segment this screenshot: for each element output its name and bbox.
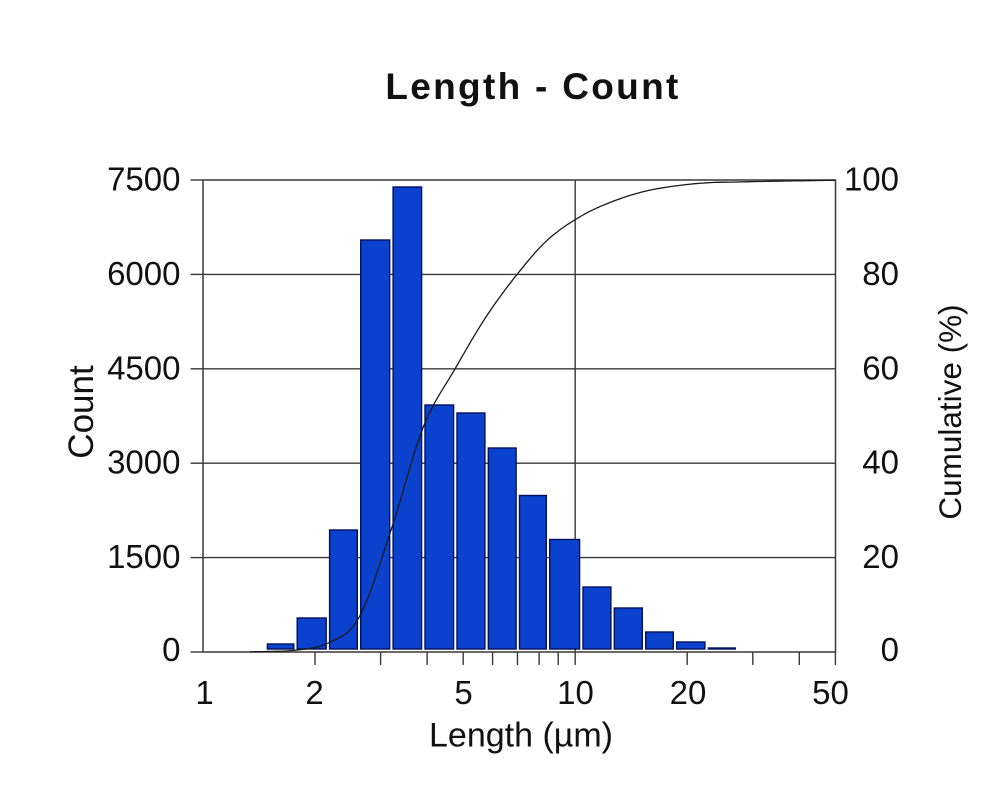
svg-text:2: 2 xyxy=(305,674,323,711)
svg-text:Length - Count: Length - Count xyxy=(385,66,680,107)
svg-text:0: 0 xyxy=(162,631,180,668)
svg-text:80: 80 xyxy=(862,255,899,292)
svg-text:Cumulative (%): Cumulative (%) xyxy=(932,304,968,519)
svg-text:40: 40 xyxy=(862,444,899,481)
svg-text:Count: Count xyxy=(62,365,101,459)
svg-text:4500: 4500 xyxy=(107,349,180,386)
svg-text:10: 10 xyxy=(557,674,594,711)
svg-text:Length (µm): Length (µm) xyxy=(429,717,613,755)
svg-text:1500: 1500 xyxy=(107,538,180,575)
svg-text:20: 20 xyxy=(862,538,899,575)
svg-text:0: 0 xyxy=(881,631,899,668)
svg-text:100: 100 xyxy=(844,161,899,198)
svg-text:3000: 3000 xyxy=(107,444,180,481)
svg-text:1: 1 xyxy=(195,674,213,711)
svg-text:50: 50 xyxy=(812,674,849,711)
svg-text:7500: 7500 xyxy=(107,161,180,198)
svg-text:5: 5 xyxy=(454,674,472,711)
svg-text:6000: 6000 xyxy=(107,255,180,292)
svg-text:60: 60 xyxy=(862,349,899,386)
svg-text:20: 20 xyxy=(670,674,707,711)
